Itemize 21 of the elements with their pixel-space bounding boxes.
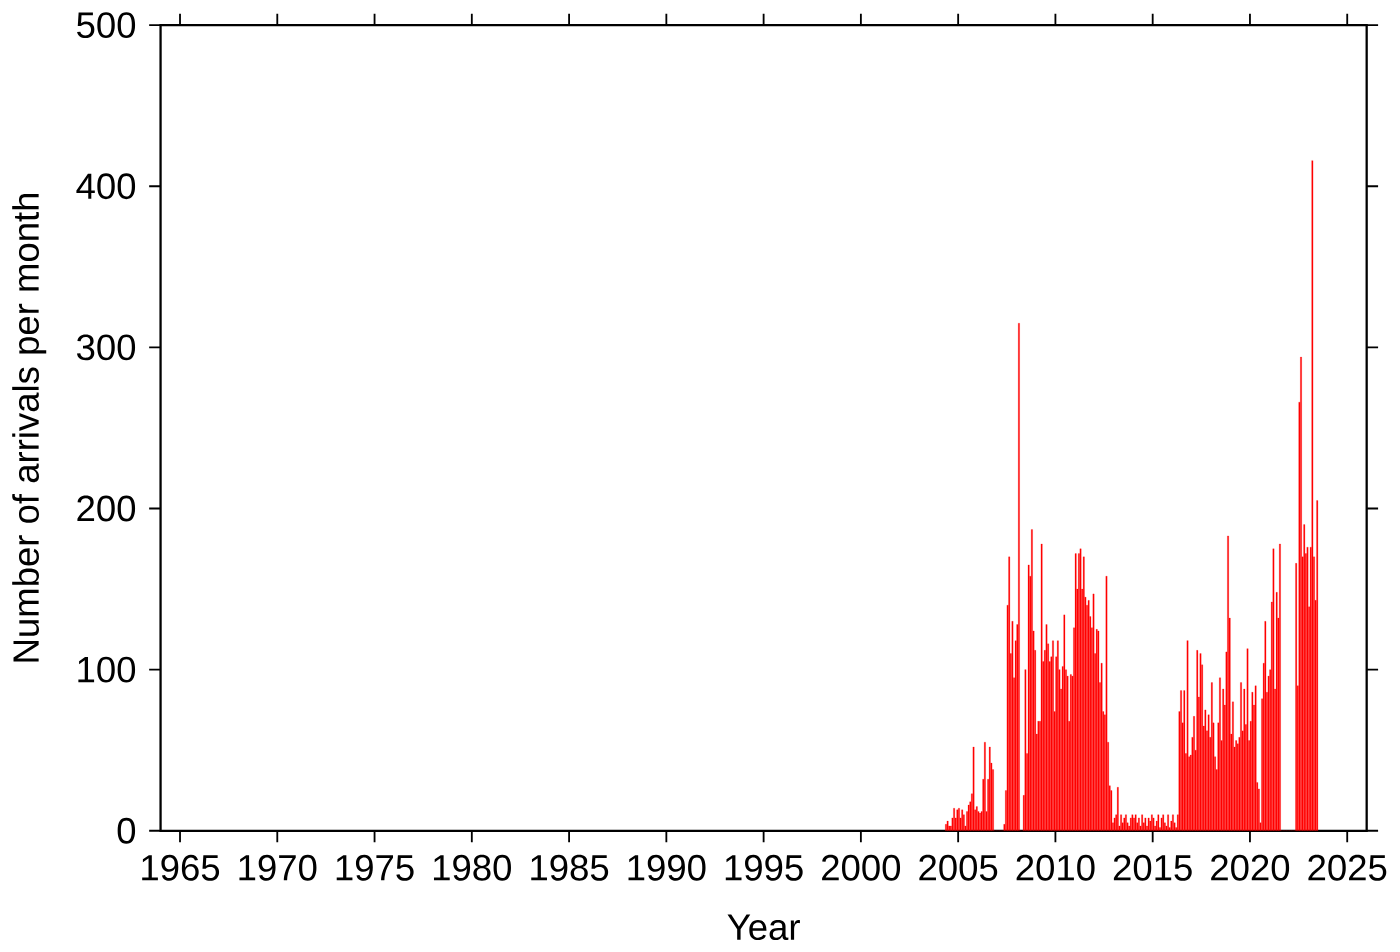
y-tick-label: 300 bbox=[76, 334, 136, 361]
x-tick-label: 2025 bbox=[1308, 854, 1387, 881]
x-tick-label: 1975 bbox=[336, 854, 414, 881]
y-tick-label: 500 bbox=[77, 12, 136, 38]
y-axis-title: Number of arrivals per month bbox=[12, 193, 47, 662]
x-tick-label: 1990 bbox=[628, 854, 706, 881]
x-axis-title: Year bbox=[727, 914, 800, 940]
y-tick-label: 100 bbox=[78, 656, 136, 683]
x-tick-label: 1965 bbox=[142, 854, 220, 881]
x-tick-label: 1980 bbox=[433, 854, 511, 881]
y-tick-label: 200 bbox=[77, 495, 136, 522]
x-tick-label: 2005 bbox=[919, 854, 998, 881]
x-tick-label: 1985 bbox=[531, 854, 609, 881]
x-tick-label: 2020 bbox=[1211, 854, 1290, 881]
y-tick-label: 400 bbox=[76, 173, 136, 200]
y-tick-label: 0 bbox=[117, 817, 136, 844]
x-tick-label: 2015 bbox=[1113, 854, 1192, 881]
x-tick-label: 2010 bbox=[1016, 854, 1095, 881]
x-tick-label: 2000 bbox=[822, 854, 901, 881]
x-tick-label: 1995 bbox=[725, 854, 803, 881]
x-tick-label: 1970 bbox=[239, 854, 317, 881]
